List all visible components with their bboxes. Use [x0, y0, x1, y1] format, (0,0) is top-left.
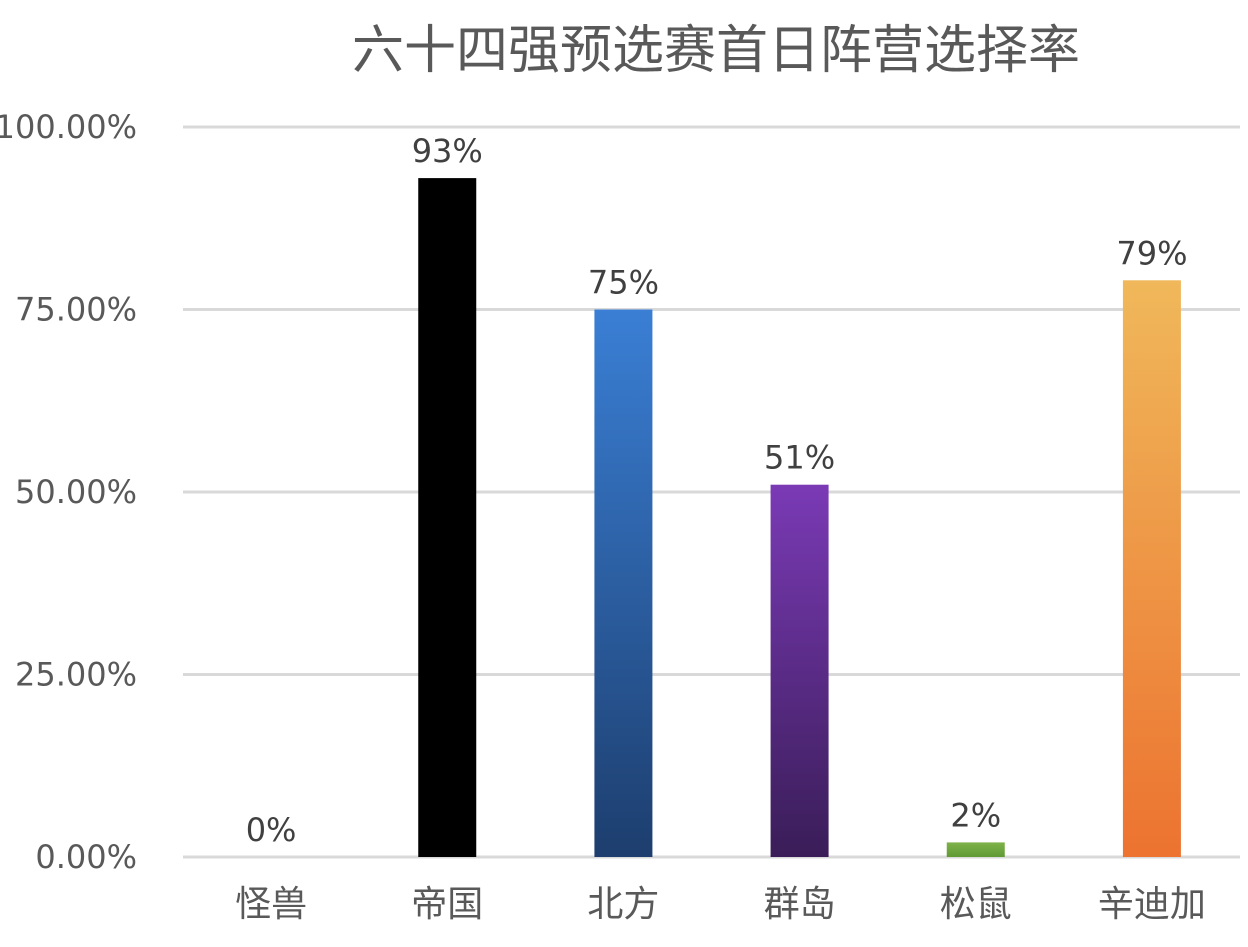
y-tick-label: 0.00% — [35, 838, 137, 876]
value-label: 51% — [764, 439, 835, 477]
category-label: 群岛 — [764, 884, 836, 925]
y-tick-label: 100.00% — [0, 108, 137, 146]
category-label: 辛迪加 — [1098, 884, 1206, 925]
chart-title: 六十四强预选赛首日阵营选择率 — [352, 21, 1080, 81]
value-label: 75% — [588, 264, 659, 302]
value-label: 93% — [412, 132, 483, 170]
value-labels: 0% 93% 75% 51% 2% 79% — [246, 132, 1188, 849]
value-label: 79% — [1116, 234, 1187, 272]
y-axis-ticks: 0.00% 25.00% 50.00% 75.00% 100.00% — [0, 108, 137, 876]
gridlines — [183, 125, 1240, 859]
category-label: 怪兽 — [235, 884, 307, 925]
category-label: 帝国 — [411, 884, 483, 925]
bars — [418, 178, 1181, 858]
value-label: 2% — [950, 796, 1001, 834]
category-label: 松鼠 — [940, 884, 1012, 925]
bar-6 — [1122, 280, 1181, 857]
bar-3 — [594, 309, 653, 857]
bar-2 — [418, 178, 477, 858]
category-label: 北方 — [587, 884, 659, 925]
bar-5 — [946, 842, 1005, 857]
y-tick-label: 75.00% — [15, 291, 137, 329]
y-tick-label: 50.00% — [15, 473, 137, 511]
bar-4 — [770, 484, 829, 857]
y-tick-label: 25.00% — [15, 656, 137, 694]
value-label: 0% — [246, 811, 297, 849]
x-axis-categories: 怪兽 帝国 北方 群岛 松鼠 辛迪加 — [235, 884, 1206, 925]
